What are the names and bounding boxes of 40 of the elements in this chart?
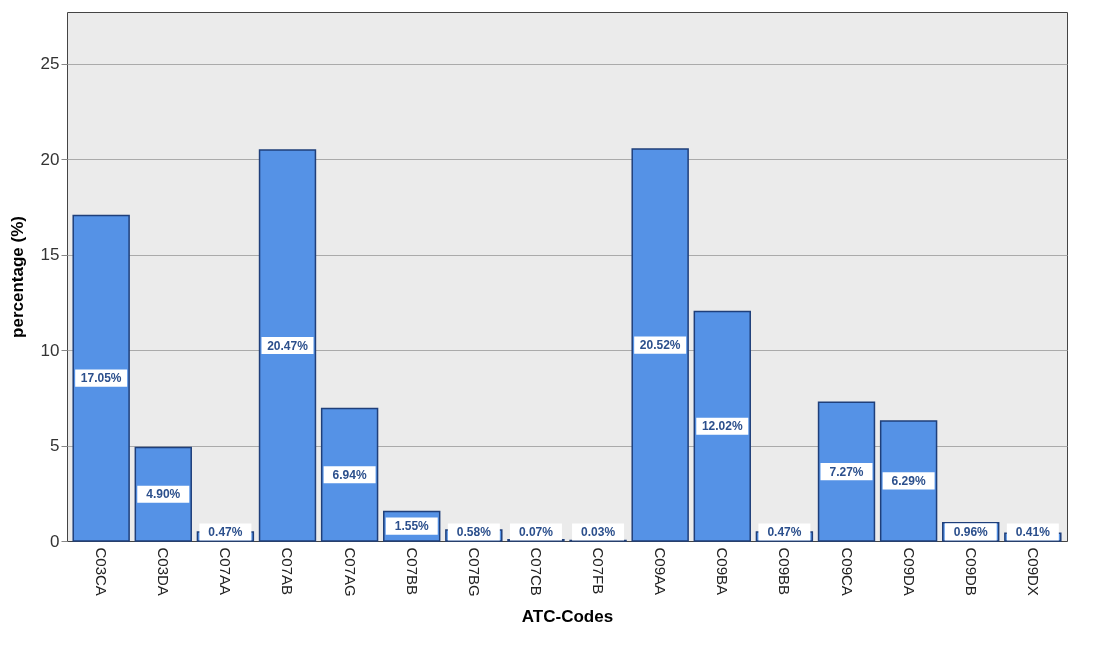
x-tick-label: C09DB: [962, 547, 980, 596]
x-tick-label: C07AA: [217, 547, 235, 596]
data-label: 20.47%: [267, 338, 309, 353]
data-label: 0.47%: [767, 525, 802, 540]
data-label: 6.29%: [891, 473, 926, 488]
data-label: 0.96%: [953, 524, 989, 539]
x-tick-label: C07BG: [465, 547, 483, 597]
data-label: 17.05%: [80, 371, 122, 386]
data-label: 6.94%: [332, 467, 367, 482]
x-tick-label: C09DA: [900, 547, 918, 596]
data-label: 12.02%: [701, 419, 743, 434]
x-tick-label: C03CA: [93, 547, 111, 596]
x-tick-label: C09CA: [838, 547, 856, 596]
y-tick-label: 20: [40, 149, 60, 169]
y-tick-label: 25: [40, 54, 60, 74]
data-label: 0.07%: [518, 525, 554, 540]
x-tick-label: C09BB: [776, 547, 794, 596]
y-tick-label: 10: [40, 340, 60, 360]
x-tick-label: C03DA: [155, 547, 173, 596]
data-label: 0.47%: [208, 525, 243, 540]
data-label: 4.90%: [146, 487, 181, 502]
x-tick-label: C09AA: [652, 547, 670, 596]
x-tick-label: C07BB: [403, 547, 421, 596]
x-tick-label: C07AB: [279, 547, 297, 596]
x-axis-title: ATC-Codes: [521, 606, 614, 626]
data-label: 20.52%: [639, 338, 681, 353]
x-tick-label: C09DX: [1024, 547, 1042, 596]
data-label: 0.58%: [456, 525, 492, 540]
data-label: 1.55%: [394, 519, 430, 534]
y-tick-label: 0: [50, 531, 60, 551]
data-label: 0.41%: [1015, 525, 1051, 540]
y-tick-label: 5: [50, 436, 60, 456]
x-tick-label: C07AG: [341, 547, 359, 597]
data-label: 7.27%: [829, 464, 864, 479]
x-tick-label: C07FB: [590, 547, 608, 595]
data-label: 0.03%: [581, 525, 616, 540]
x-tick-label: C07CB: [527, 547, 545, 596]
x-tick-label: C09BA: [714, 547, 732, 596]
y-axis-title: percentage (%): [7, 216, 27, 338]
y-tick-label: 15: [40, 245, 60, 265]
